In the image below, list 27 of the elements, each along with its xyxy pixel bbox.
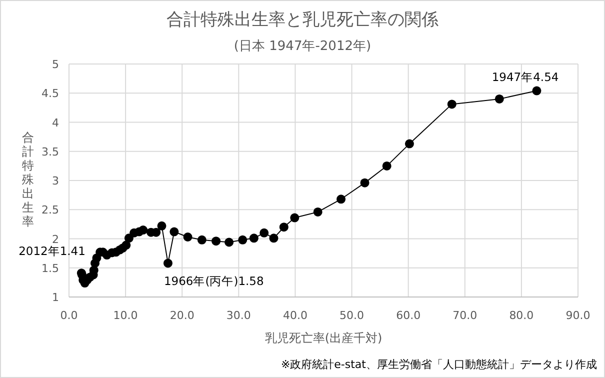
y-tick-label: 4.5: [42, 87, 59, 100]
y-tick-label: 3: [52, 174, 59, 188]
annotation: 1966年(丙午)1.58: [164, 274, 264, 288]
y-tick-label: 1.5: [42, 262, 59, 275]
text: ※政府統計e-stat、厚生労働省「人口動態統計」データより作成: [280, 358, 597, 371]
x-tick-label: 40.0: [282, 309, 308, 322]
annotation: 1947年4.54: [492, 70, 559, 84]
x-tick-label: 50.0: [340, 309, 364, 322]
x-tick-label: 80.0: [509, 309, 534, 322]
y-tick-label: 5: [52, 58, 59, 71]
x-tick-label: 0.0: [60, 309, 78, 322]
x-tick-label: 90.0: [566, 309, 590, 322]
x-tick-label: 20.0: [170, 309, 194, 322]
x-tick-label: 70.0: [452, 309, 478, 322]
x-tick-label: 30.0: [226, 309, 251, 322]
y-tick-label: 1: [52, 291, 59, 304]
y-tick-label: 2.5: [42, 204, 59, 217]
y-axis-title: 合計特殊出生率: [22, 130, 34, 228]
annotation: 2012年1.41: [18, 244, 86, 258]
y-tick-label: 4: [52, 116, 59, 130]
x-tick-label: 60.0: [396, 309, 421, 322]
x-tick-label: 10.0: [113, 309, 138, 322]
y-tick-label: 3.5: [42, 145, 59, 158]
chart-title: 合計特殊出生率と乳児死亡率の関係: [166, 10, 438, 30]
chart-subtitle: (日本 1947年-2012年): [234, 39, 372, 54]
y-tick-label: 2: [52, 232, 59, 246]
x-axis-title: 乳児死亡率(出産千対): [264, 331, 382, 345]
